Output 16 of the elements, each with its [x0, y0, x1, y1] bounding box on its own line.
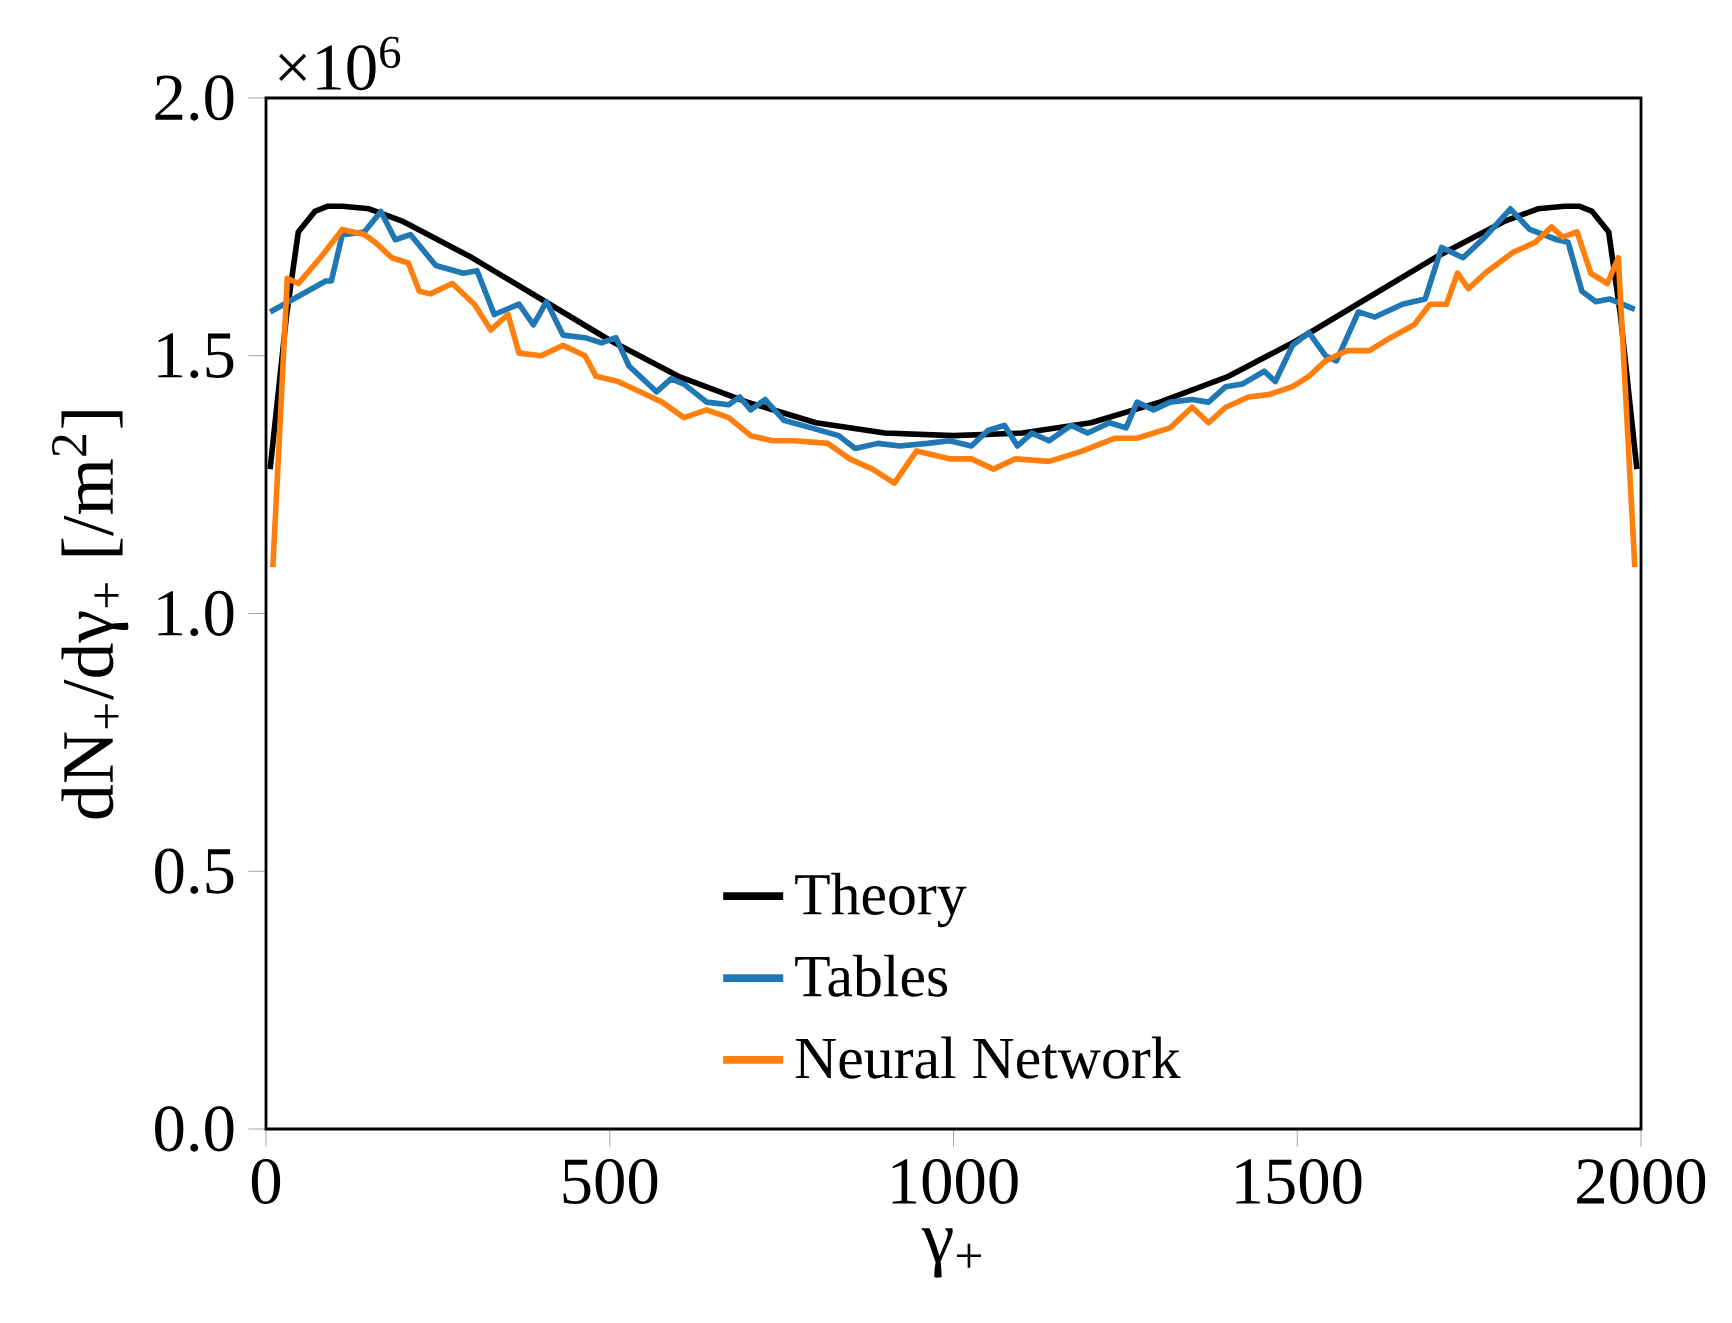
- legend-label: Theory: [795, 872, 967, 928]
- x-tick-label: 0: [251, 1159, 281, 1205]
- x-tick-label: 2000: [1577, 1159, 1706, 1205]
- legend-label: Tables: [795, 954, 948, 997]
- x-tick-label: 1500: [1236, 1159, 1362, 1205]
- legend-label: Neural Network: [795, 1036, 1181, 1079]
- y-axis-title: dN$_{+}$/dγ$_{+}$ [/m$^{2}$]: [52, 411, 129, 819]
- x-tick-label: 1000: [892, 1159, 1018, 1205]
- y-tick-label: 0.5: [155, 848, 234, 894]
- y-tick-label: 1.0: [158, 590, 234, 637]
- y-tick-label: 0.0: [155, 1106, 234, 1152]
- text: ×10$^{6}$: [279, 36, 401, 91]
- x-axis-title: γ$_{+}$: [921, 1228, 981, 1278]
- x-tick-label: 500: [563, 1159, 658, 1205]
- y-tick-label: 2.0: [155, 75, 234, 121]
- y-tick-label: 1.5: [158, 333, 234, 379]
